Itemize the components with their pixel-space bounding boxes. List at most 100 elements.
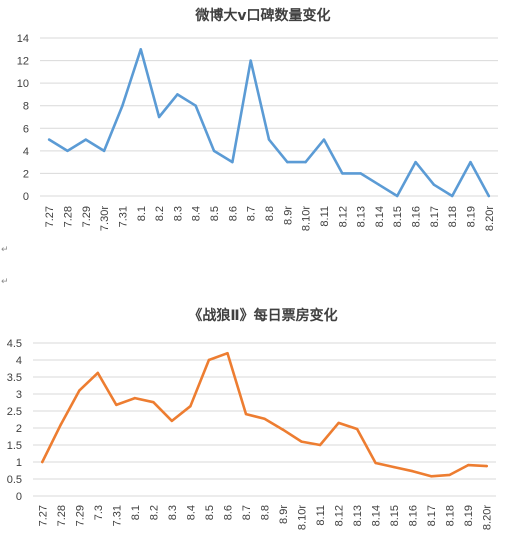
y-tick-label: 3.5 xyxy=(7,372,22,384)
x-tick-label: 8.13 xyxy=(356,206,368,227)
series-line xyxy=(40,351,489,478)
x-tick-label: 8.3 xyxy=(172,206,184,221)
y-tick-label: 0 xyxy=(16,491,22,503)
x-tick-label: 8.16 xyxy=(408,505,420,526)
x-tick-label: 8.9r xyxy=(278,505,290,524)
paragraph-mark: ↵ xyxy=(1,277,9,287)
data-point xyxy=(244,412,248,416)
data-point xyxy=(133,396,137,400)
data-point xyxy=(377,183,381,186)
data-point xyxy=(263,417,266,421)
data-point xyxy=(231,160,234,164)
chart-wolf-warrior-box-office-svg: 《战狼Ⅱ》每日票房变化 0 0.5 1 1.5 2 2.5 3 3.5 4 4.5 7.27 7.28 7… xyxy=(7,307,496,530)
chart-title: 《战狼Ⅱ》每日票房变化 xyxy=(188,307,337,324)
data-point xyxy=(411,469,414,473)
x-tick-label: 7.27 xyxy=(44,206,56,227)
x-tick-label: 8.7 xyxy=(241,505,253,520)
y-tick-label: 1.5 xyxy=(7,440,22,452)
y-tick-label: 6 xyxy=(23,123,29,135)
data-point xyxy=(189,405,192,408)
data-point xyxy=(487,194,491,198)
data-point xyxy=(59,423,62,426)
data-point xyxy=(139,48,142,51)
paragraph-mark: ↵ xyxy=(1,245,9,255)
x-tick-label: 8.12 xyxy=(337,206,349,227)
data-point xyxy=(448,473,451,477)
x-tick-label: 7.29 xyxy=(81,206,93,227)
x-tick-label: 8.18 xyxy=(447,206,459,227)
x-tick-label: 7.3 xyxy=(93,505,105,520)
data-point xyxy=(374,461,377,465)
y-tick-label: 4.5 xyxy=(7,338,22,350)
x-tick-label: 8.19 xyxy=(463,505,475,526)
y-tick-label: 1 xyxy=(16,457,22,469)
x-tick-label: 8.1 xyxy=(136,206,148,221)
data-point xyxy=(66,149,69,153)
series-line xyxy=(47,47,491,198)
data-point xyxy=(341,172,344,175)
data-point xyxy=(300,440,303,443)
x-tick-label: 8.11 xyxy=(319,206,331,227)
data-point xyxy=(121,104,124,107)
x-tick-label: 8.4 xyxy=(185,505,197,520)
x-tick-label: 8.2 xyxy=(148,505,160,520)
x-tick-label: 8.5 xyxy=(204,505,216,520)
x-tick-label: 8.8 xyxy=(260,505,272,520)
data-point xyxy=(281,428,285,431)
chart-title: 微博大v口碑数量变化 xyxy=(194,7,330,24)
data-point xyxy=(212,149,216,153)
x-tick-label: 8.12 xyxy=(334,505,346,526)
x-tick-label: 7.31 xyxy=(117,206,129,227)
x-tick-label: 7.27 xyxy=(37,505,49,526)
y-tick-label: 2 xyxy=(16,423,22,435)
y-tick-label: 0 xyxy=(23,191,29,203)
data-point xyxy=(226,352,229,355)
x-tick-label: 8.13 xyxy=(352,505,364,526)
x-tick-label: 7.29 xyxy=(74,505,86,526)
y-tick-label: 14 xyxy=(17,33,29,45)
x-tick-label: 8.17 xyxy=(426,505,438,526)
data-point xyxy=(359,172,362,175)
y-tick-label: 8 xyxy=(23,101,29,113)
y-tick-label: 12 xyxy=(17,56,29,68)
data-point xyxy=(392,465,396,469)
data-point xyxy=(207,358,211,362)
x-tick-label: 8.20r xyxy=(482,505,494,530)
data-point xyxy=(152,400,155,404)
x-tick-label: 7.28 xyxy=(56,505,68,526)
y-tick-label: 4 xyxy=(16,355,22,367)
x-tick-label: 8.14 xyxy=(371,505,383,526)
data-point xyxy=(102,149,106,153)
x-tick-label: 8.20r xyxy=(484,206,496,231)
data-point xyxy=(47,138,51,141)
data-point xyxy=(322,138,326,141)
x-tick-label: 7.31 xyxy=(111,505,123,526)
data-point xyxy=(451,194,454,198)
x-tick-label: 8.19 xyxy=(466,206,478,227)
data-point xyxy=(318,443,322,447)
data-point xyxy=(286,160,289,164)
x-tick-label: 8.4 xyxy=(191,206,203,221)
data-point xyxy=(115,403,118,407)
data-point xyxy=(170,419,174,423)
x-tick-label: 8.6 xyxy=(227,206,239,221)
data-point xyxy=(78,389,81,392)
x-tick-label: 8.10r xyxy=(297,505,309,530)
chart-weibo-kol-reviews: 微博大v口碑数量变化 0 2 4 6 8 10 12 14 7.27 7.28 7.29 7.30r 7.… xyxy=(0,0,505,250)
data-point xyxy=(176,93,179,96)
y-tick-label: 4 xyxy=(23,146,29,158)
y-tick-label: 3 xyxy=(16,389,22,401)
x-tick-label: 8.15 xyxy=(392,206,404,227)
x-tick-label: 8.14 xyxy=(374,206,386,227)
data-point xyxy=(194,104,197,107)
x-tick-label: 7.28 xyxy=(62,206,74,227)
chart-wolf-warrior-box-office: 《战狼Ⅱ》每日票房变化 0 0.5 1 1.5 2 2.5 3 3.5 4 4.5 7.27 7.28 7… xyxy=(0,296,505,534)
data-point xyxy=(355,427,359,431)
data-point xyxy=(157,115,161,119)
data-point xyxy=(41,460,44,464)
x-tick-label: 8.18 xyxy=(445,505,457,526)
y-tick-label: 2 xyxy=(23,168,29,180)
data-point xyxy=(396,194,399,198)
data-point xyxy=(84,138,88,141)
data-point xyxy=(467,463,470,467)
